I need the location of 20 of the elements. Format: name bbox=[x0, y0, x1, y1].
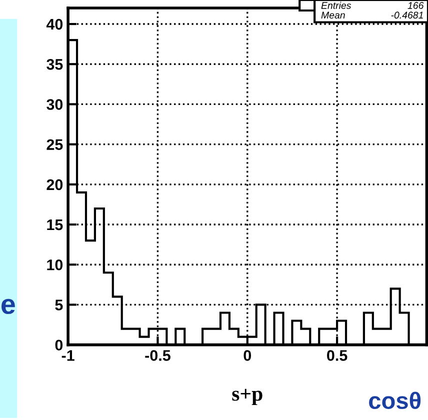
text: cosθ bbox=[369, 392, 421, 410]
y-tick-label: 20 bbox=[46, 179, 63, 190]
x-tick-label: -1 bbox=[62, 350, 74, 361]
y-tick-label: 5 bbox=[55, 300, 63, 310]
y-tick-label: 15 bbox=[47, 220, 63, 230]
y-tick-label: 10 bbox=[47, 259, 63, 270]
y-tick-label: 40 bbox=[46, 18, 63, 30]
x-axis-title: s+p bbox=[232, 388, 262, 406]
x-tick-label: 0.5 bbox=[327, 350, 348, 361]
annotation: Entries bbox=[321, 2, 352, 9]
x-tick-label: -0.5 bbox=[145, 350, 170, 361]
y-tick-label: 35 bbox=[46, 58, 63, 70]
x-tick-label: 0 bbox=[244, 350, 252, 361]
text: e bbox=[2, 298, 15, 314]
y-tick-label: 30 bbox=[46, 99, 63, 110]
annotation: -0.4681 bbox=[391, 12, 423, 19]
annotation: 166 bbox=[408, 2, 424, 9]
y-tick-label: 0 bbox=[55, 340, 63, 351]
annotation: Mean bbox=[321, 12, 345, 19]
y-tick-label: 25 bbox=[46, 139, 63, 150]
